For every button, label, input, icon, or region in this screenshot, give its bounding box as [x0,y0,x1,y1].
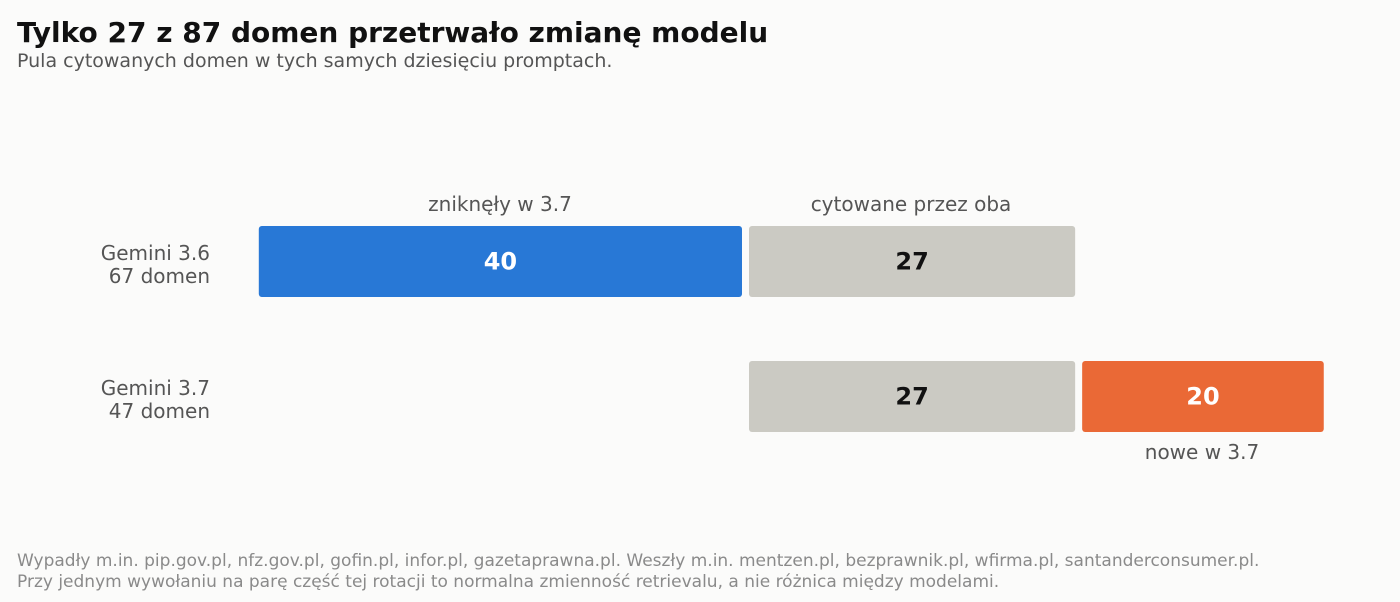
bar-value-gemini-3-6-zniknely: 40 [484,248,517,276]
series-label-cytowane: cytowane przez oba [811,192,1012,216]
bar-gemini-3-7-cytowane [749,361,1076,432]
bar-gemini-3-7-nowe [1082,361,1324,432]
bar-value-gemini-3-7-cytowane: 27 [895,383,928,411]
chart-title: Tylko 27 z 87 domen przetrwało zmianę mo… [17,16,769,49]
row-label-gemini-3-7-name: Gemini 3.7 [101,376,210,400]
bar-value-gemini-3-6-cytowane: 27 [895,248,928,276]
row-label-gemini-3-6-name: Gemini 3.6 [101,241,210,265]
row-label-gemini-3-7-count: 47 domen [109,399,210,423]
row-label-gemini-3-6-count: 67 domen [109,264,210,288]
footer-note-1: Wypadły m.in. pip.gov.pl, nfz.gov.pl, go… [17,551,1260,571]
series-label-nowe: nowe w 3.7 [1145,440,1259,464]
footer-note-2: Przy jednym wywołaniu na parę część tej … [17,572,1000,592]
bar-gemini-3-6-cytowane [749,226,1076,297]
bar-gemini-3-6-zniknely [258,226,742,297]
chart-subtitle: Pula cytowanych domen w tych samych dzie… [17,50,613,72]
series-label-zniknely: zniknęły w 3.7 [428,192,572,216]
bar-value-gemini-3-7-nowe: 20 [1186,383,1219,411]
